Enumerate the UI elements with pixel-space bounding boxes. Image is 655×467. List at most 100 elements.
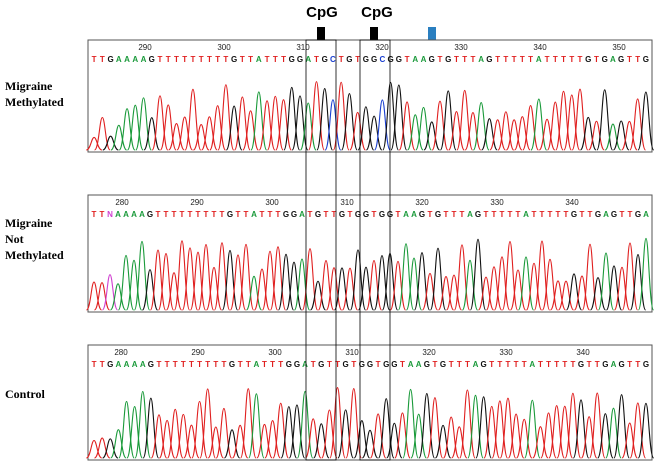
trace-peak: [423, 121, 441, 151]
trace-peak: [225, 105, 243, 151]
trace-peak: [389, 260, 407, 311]
trace-peak: [349, 249, 367, 311]
trace-peak: [233, 96, 251, 151]
trace-peak: [158, 419, 176, 459]
trace-peak: [557, 280, 575, 311]
trace-peak: [175, 413, 192, 459]
trace-peak: [183, 424, 200, 459]
panel-frame: [87, 194, 653, 313]
trace-peak: [451, 426, 468, 459]
trace-peak: [397, 243, 415, 311]
trace-peak: [459, 389, 476, 459]
trace-peak: [142, 397, 160, 459]
trace-peak: [515, 418, 533, 459]
trace-peak: [475, 396, 492, 459]
trace-peak: [621, 422, 638, 459]
trace-peak: [283, 86, 301, 151]
trace-peak: [357, 266, 375, 311]
trace-peak: [207, 426, 225, 459]
trace-peak: [382, 81, 399, 151]
trace-peak: [509, 269, 527, 311]
sample-label: Control: [5, 387, 45, 401]
trace-peak: [266, 95, 284, 151]
trace-peak: [565, 273, 583, 311]
trace-peak: [621, 242, 639, 311]
trace-peak: [481, 118, 498, 151]
trace-peak: [110, 124, 127, 151]
trace-peak: [333, 267, 351, 311]
trace-peak: [386, 422, 403, 459]
trace-peak: [86, 439, 103, 459]
trace-peak: [361, 429, 379, 459]
trace-peak: [373, 255, 391, 311]
trace-peak: [176, 116, 194, 151]
trace-peak: [579, 116, 597, 151]
trace-peak: [349, 111, 367, 151]
trace-peak: [541, 258, 559, 311]
trace-peak: [549, 280, 567, 311]
trace-peak: [191, 400, 208, 459]
position-label: 290: [138, 43, 152, 52]
trace-peak: [456, 89, 474, 151]
trace-peak: [613, 266, 631, 311]
trace-peak: [189, 251, 207, 311]
trace-peak: [213, 242, 231, 311]
chromatogram-panel: Migraine Methylated 290 300 310 320 330 340 350 T…: [5, 39, 655, 153]
trace-peak: [296, 390, 314, 459]
trace-peak: [143, 117, 161, 151]
trace-peak: [93, 282, 111, 311]
trace-peak: [445, 274, 463, 311]
cpg-boxes: [305, 39, 391, 461]
trace-peak: [434, 424, 452, 459]
trace-peak: [264, 420, 281, 459]
trace-peak: [588, 392, 606, 459]
trace-peak: [217, 84, 235, 151]
trace-peak: [548, 404, 565, 459]
trace-peak: [110, 429, 127, 459]
trace-peak: [426, 397, 444, 459]
trace-peak: [248, 393, 265, 459]
trace-peak: [505, 119, 523, 151]
position-label: 300: [268, 348, 282, 357]
position-label: 330: [499, 348, 513, 357]
trace-peak: [453, 244, 471, 311]
trace-peak: [357, 106, 375, 151]
trace-peak: [442, 416, 460, 459]
position-label: 320: [422, 348, 436, 357]
trace-peak: [533, 240, 551, 311]
trace-peak: [637, 402, 655, 459]
trace-peak: [564, 392, 582, 459]
trace-peak: [316, 88, 334, 151]
trace-peak: [181, 247, 199, 311]
trace-peak: [308, 81, 325, 151]
trace-peak: [491, 400, 509, 459]
trace-peak: [406, 114, 424, 151]
position-label: 340: [576, 348, 590, 357]
trace-peak: [431, 100, 449, 151]
cpg-label: CpG: [306, 4, 338, 21]
trace-peak: [467, 394, 484, 459]
cpg-marker: [370, 27, 378, 40]
trace-peak: [605, 265, 623, 311]
trace-peak: [324, 99, 342, 151]
trace-peak: [223, 429, 241, 459]
trace-peak: [288, 404, 306, 459]
trace-peak: [597, 413, 614, 459]
trace-peak: [418, 393, 436, 459]
position-label: 300: [217, 43, 231, 52]
trace-peak: [405, 257, 423, 311]
trace-peak: [215, 407, 233, 459]
trace-peak: [86, 136, 103, 151]
chromatogram-panel: Control 280 290 300 310 320 330 340 T T G A A A A G T T T T…: [5, 344, 655, 461]
trace-peak: [118, 108, 136, 151]
trace-peak: [125, 259, 143, 311]
trace-peak: [159, 104, 177, 151]
trace-peak: [229, 254, 247, 311]
trace-peak: [269, 246, 287, 311]
trace-peak: [205, 266, 223, 311]
trace-peak: [373, 99, 391, 151]
trace-peak: [101, 274, 119, 311]
trace-peak: [149, 249, 167, 311]
